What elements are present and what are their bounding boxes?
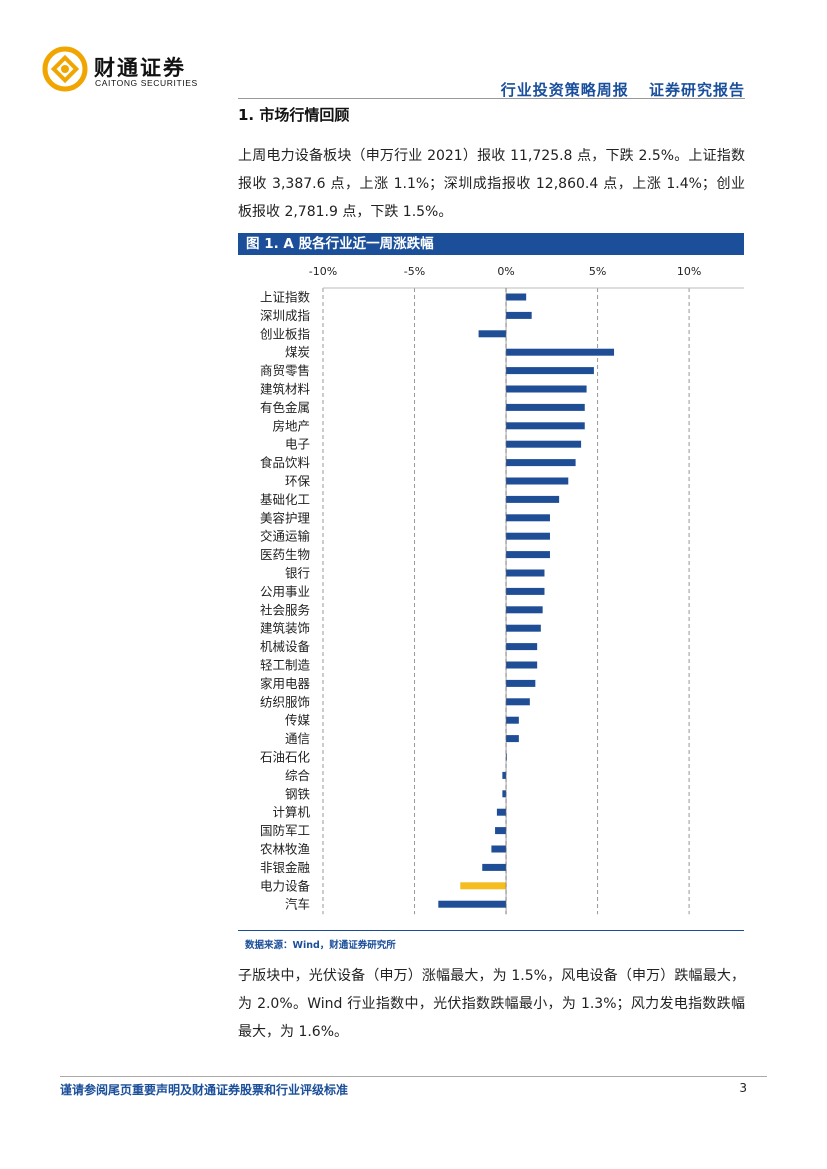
bar-钢铁 (502, 790, 507, 798)
bar-建筑材料 (506, 385, 587, 393)
category-label: 上证指数 (260, 290, 311, 305)
category-label: 煤炭 (285, 345, 310, 360)
bar-农林牧渔 (491, 845, 507, 853)
category-label: 房地产 (272, 418, 310, 433)
category-label: 有色金属 (260, 400, 310, 415)
footer-divider (60, 1076, 767, 1077)
report-kind: 证券研究报告 (648, 81, 745, 99)
bar-上证指数 (506, 293, 527, 301)
bar-轻工制造 (506, 661, 538, 669)
category-label: 钢铁 (285, 786, 311, 801)
category-label: 交通运输 (260, 529, 311, 544)
bar-交通运输 (506, 532, 550, 540)
bar-深圳成指 (506, 311, 532, 319)
category-label: 石油石化 (260, 750, 311, 765)
x-tick-label: -5% (404, 265, 425, 278)
figure-source: 数据来源：Wind，财通证券研究所 (245, 940, 396, 951)
category-label: 非银金融 (260, 860, 311, 875)
category-label: 轻工制造 (260, 658, 311, 673)
section-title: 1. 市场行情回顾 (238, 106, 350, 124)
bar-家用电器 (506, 679, 536, 687)
source-divider (238, 930, 744, 931)
bar-环保 (506, 477, 569, 485)
report-type: 行业投资策略周报 (500, 81, 629, 99)
category-label: 银行 (285, 566, 310, 581)
category-label: 家用电器 (260, 676, 311, 691)
category-label: 社会服务 (260, 602, 310, 617)
brand-name-english: CAITONG SECURITIES (95, 78, 198, 88)
category-label: 汽车 (285, 897, 310, 912)
category-label: 纺织服饰 (260, 694, 310, 709)
bar-商贸零售 (506, 367, 594, 375)
header-divider (238, 98, 745, 99)
bar-电力设备 (460, 882, 507, 890)
bar-美容护理 (506, 514, 550, 522)
bar-计算机 (496, 808, 507, 816)
bar-房地产 (506, 422, 585, 430)
category-label: 农林牧渔 (260, 842, 310, 857)
market-review-paragraph: 上周电力设备板块（申万行业 2021）报收 11,725.8 点，下跌 2.5%… (238, 148, 745, 220)
bar-机械设备 (506, 643, 538, 651)
bar-有色金属 (506, 403, 585, 411)
industry-change-bar-chart: -10% -5% 0% 5% 10% 上证指数深圳成指创业板指煤炭商贸零售建筑材料有色金属… (260, 265, 744, 915)
category-label: 深圳成指 (260, 308, 310, 323)
bar-建筑装饰 (506, 624, 541, 632)
category-label: 机械设备 (260, 639, 311, 654)
bar-电子 (506, 440, 582, 448)
brand-name: 财通证券 (94, 56, 186, 80)
subsector-paragraph: 子版块中，光伏设备（申万）涨幅最大，为 1.5%，风电设备（申万）跌幅最大，为 … (238, 968, 745, 1040)
bar-纺织服饰 (506, 698, 530, 706)
bar-社会服务 (506, 606, 543, 614)
bar-公用事业 (506, 587, 545, 595)
category-label: 美容护理 (260, 510, 311, 525)
category-label: 食品饮料 (260, 455, 311, 470)
bar-汽车 (438, 900, 507, 908)
category-label: 综合 (285, 768, 311, 783)
x-tick-label: 0% (497, 265, 514, 278)
x-tick-label: -10% (309, 265, 337, 278)
x-tick-label: 5% (589, 265, 606, 278)
bar-食品饮料 (506, 459, 576, 467)
category-label: 电力设备 (260, 878, 311, 893)
category-label: 创业板指 (260, 326, 310, 341)
category-label: 计算机 (272, 805, 310, 820)
category-label: 环保 (285, 474, 311, 489)
bar-通信 (506, 735, 519, 743)
category-label: 建筑材料 (260, 382, 311, 397)
bar-银行 (506, 569, 545, 577)
category-label: 国防军工 (260, 823, 310, 838)
x-tick-label: 10% (677, 265, 701, 278)
footer-disclaimer: 谨请参阅尾页重要声明及财通证券股票和行业评级标准 (60, 1083, 349, 1097)
category-label: 医药生物 (260, 547, 310, 562)
bar-基础化工 (506, 495, 560, 503)
category-label: 通信 (285, 731, 310, 746)
category-label: 基础化工 (260, 492, 310, 507)
category-label: 建筑装饰 (260, 621, 310, 636)
page-number: 3 (739, 1081, 747, 1095)
category-label: 公用事业 (260, 584, 310, 599)
report-header: 行业投资策略周报 证券研究报告 (487, 79, 745, 100)
bar-医药生物 (506, 551, 550, 559)
bar-非银金融 (482, 863, 507, 871)
bar-综合 (502, 771, 507, 779)
category-label: 商贸零售 (260, 363, 310, 378)
bar-传媒 (506, 716, 519, 724)
caitong-logo-icon (42, 46, 88, 92)
category-label: 传媒 (285, 713, 311, 728)
category-label: 电子 (285, 437, 310, 452)
figure-title: 图 1. A 股各行业近一周涨跌幅 (238, 233, 744, 255)
bar-石油石化 (506, 753, 507, 761)
bar-国防军工 (495, 827, 507, 835)
bar-创业板指 (478, 330, 507, 338)
bar-煤炭 (506, 348, 615, 356)
